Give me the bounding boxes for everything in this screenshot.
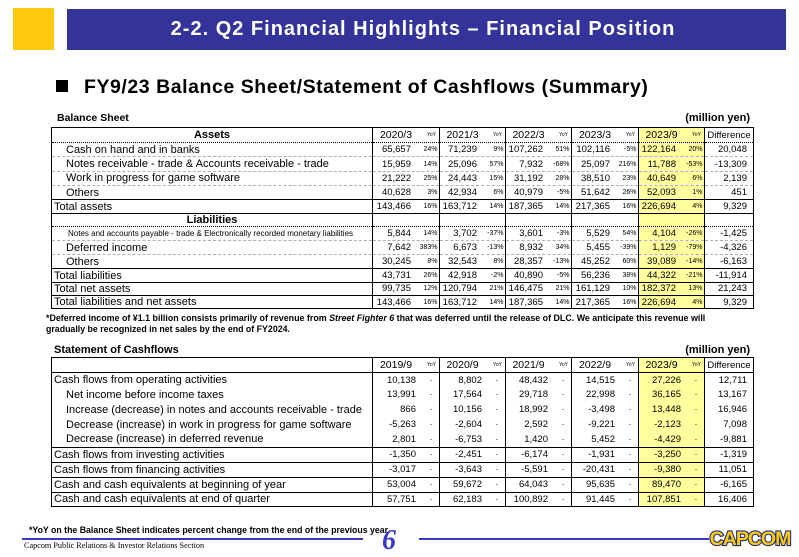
svg-text:CAPCOM: CAPCOM [710,528,791,549]
